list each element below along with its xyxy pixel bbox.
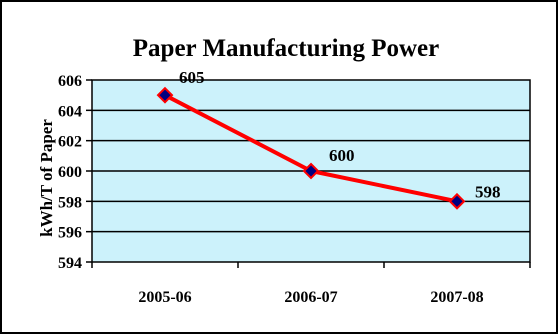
y-tick-label: 600 xyxy=(58,164,82,181)
data-point-marker xyxy=(156,86,174,104)
chart-title: Paper Manufacturing Power xyxy=(133,35,439,62)
axes xyxy=(86,79,531,268)
data-label: 600 xyxy=(329,146,355,165)
y-tick-label: 604 xyxy=(58,103,82,120)
y-axis-label: kWh/T of Paper xyxy=(37,119,56,237)
x-tick-label: 2007-08 xyxy=(430,289,483,306)
labels: 594 596 598 600 602 604 606 2005-06 2006-07 2007-… xyxy=(58,68,501,306)
y-tick-label: 596 xyxy=(58,225,82,242)
y-tick-label: 594 xyxy=(58,255,82,272)
data-point-marker xyxy=(448,192,466,210)
x-tick-label: 2005-06 xyxy=(138,289,191,306)
y-tick-label: 598 xyxy=(58,194,82,211)
y-tick-label: 606 xyxy=(58,73,82,90)
series xyxy=(156,86,466,210)
x-tick-label: 2006-07 xyxy=(284,289,337,306)
data-label: 598 xyxy=(475,182,501,201)
data-label: 605 xyxy=(179,68,205,87)
y-tick-label: 602 xyxy=(58,134,82,151)
data-point-marker xyxy=(302,162,320,180)
